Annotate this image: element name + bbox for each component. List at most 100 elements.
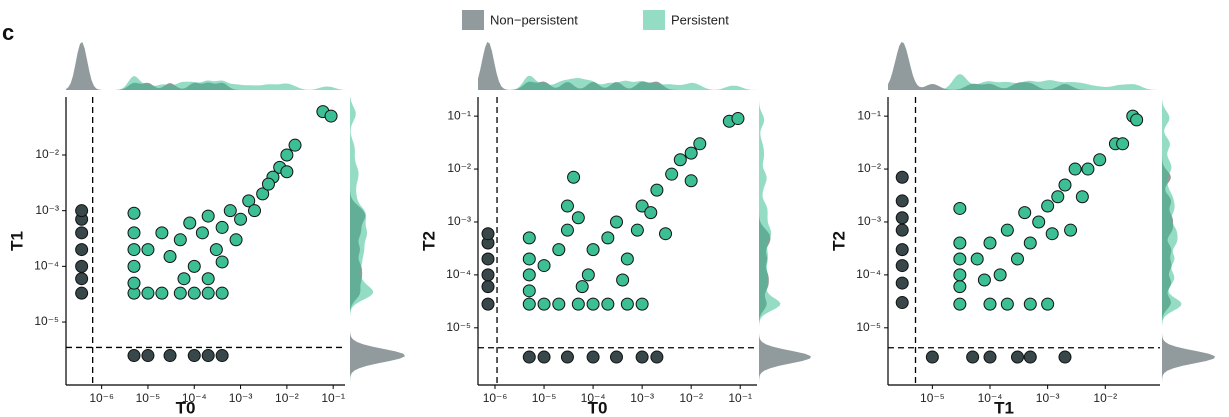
point	[141, 349, 155, 363]
point	[163, 349, 177, 363]
point	[895, 194, 909, 208]
point	[163, 250, 177, 264]
point	[953, 252, 967, 266]
point	[684, 146, 698, 160]
point	[659, 227, 673, 241]
point	[215, 349, 229, 363]
y-density	[350, 97, 374, 385]
x-tick-label: 10⁻³	[229, 391, 253, 405]
point	[1116, 137, 1130, 151]
point	[953, 280, 967, 294]
point	[665, 167, 679, 181]
x-tick-label: 10⁻⁶	[89, 391, 114, 405]
x-tick-label: 10⁻²	[275, 391, 299, 405]
point	[127, 276, 141, 290]
point	[280, 148, 294, 162]
x-tick-label: 10⁻⁴	[978, 391, 1003, 405]
point	[620, 297, 634, 311]
y-tick-label: 10⁻³	[447, 214, 471, 228]
y-tick-label: 10⁻⁵	[34, 314, 59, 328]
point	[173, 233, 187, 247]
point	[1018, 206, 1032, 220]
point	[522, 284, 536, 298]
y-density	[350, 97, 405, 385]
point	[1064, 223, 1078, 237]
point	[1000, 223, 1014, 237]
legend-swatch	[643, 10, 665, 30]
point	[234, 212, 248, 226]
point	[1068, 162, 1082, 176]
point	[1023, 350, 1037, 364]
point	[248, 204, 262, 218]
point	[552, 297, 566, 311]
y-density	[1162, 97, 1182, 385]
point	[693, 137, 707, 151]
point	[537, 297, 551, 311]
point	[650, 350, 664, 364]
point	[187, 349, 201, 363]
point	[609, 215, 623, 229]
point	[215, 255, 229, 269]
y-tick-label: 10⁻²	[447, 161, 471, 175]
point	[242, 194, 256, 208]
point	[895, 259, 909, 273]
legend: Non−persistent Persistent	[462, 10, 729, 30]
point	[895, 276, 909, 290]
point	[983, 297, 997, 311]
point	[522, 297, 536, 311]
point	[1010, 252, 1024, 266]
point	[127, 259, 141, 273]
point	[1051, 190, 1065, 204]
x-tick-label: 10⁻²	[1093, 391, 1117, 405]
point	[586, 350, 600, 364]
y-tick-label: 10⁻⁴	[446, 267, 471, 281]
point	[1023, 297, 1037, 311]
y-tick-label: 10⁻⁴	[856, 267, 881, 281]
point	[1010, 350, 1024, 364]
point	[635, 297, 649, 311]
point	[201, 286, 215, 300]
point	[953, 268, 967, 282]
point	[895, 211, 909, 225]
y-density	[759, 97, 781, 385]
point	[567, 170, 581, 184]
point	[925, 350, 939, 364]
y-axis-title: T2	[419, 231, 438, 251]
point	[481, 297, 495, 311]
point	[215, 220, 229, 234]
point	[601, 231, 615, 245]
point	[1093, 153, 1107, 167]
point	[1041, 199, 1055, 213]
point	[1032, 215, 1046, 229]
point	[75, 259, 89, 273]
point	[1045, 227, 1059, 241]
point	[1023, 236, 1037, 250]
x-axis-title: T0	[588, 398, 608, 417]
point	[75, 272, 89, 286]
point	[261, 177, 275, 191]
x-density	[888, 74, 1160, 90]
point	[75, 286, 89, 300]
point	[673, 153, 687, 167]
point	[616, 273, 630, 287]
point	[1000, 297, 1014, 311]
x-tick-label: 10⁻³	[630, 391, 654, 405]
point	[324, 109, 338, 123]
y-density	[1162, 97, 1215, 385]
x-tick-label: 10⁻⁴	[182, 391, 207, 405]
point	[895, 223, 909, 237]
y-tick-label: 10⁻⁴	[34, 259, 59, 273]
point	[684, 174, 698, 188]
x-tick-label: 10⁻⁴	[581, 391, 606, 405]
x-tick-label: 10⁻¹	[728, 391, 752, 405]
point	[201, 272, 215, 286]
point	[481, 280, 495, 294]
x-tick-label: 10⁻³	[1036, 391, 1060, 405]
point	[537, 350, 551, 364]
point	[993, 268, 1007, 282]
point	[581, 268, 595, 282]
point	[522, 350, 536, 364]
point	[731, 112, 745, 126]
y-tick-label: 10⁻¹	[857, 108, 881, 122]
